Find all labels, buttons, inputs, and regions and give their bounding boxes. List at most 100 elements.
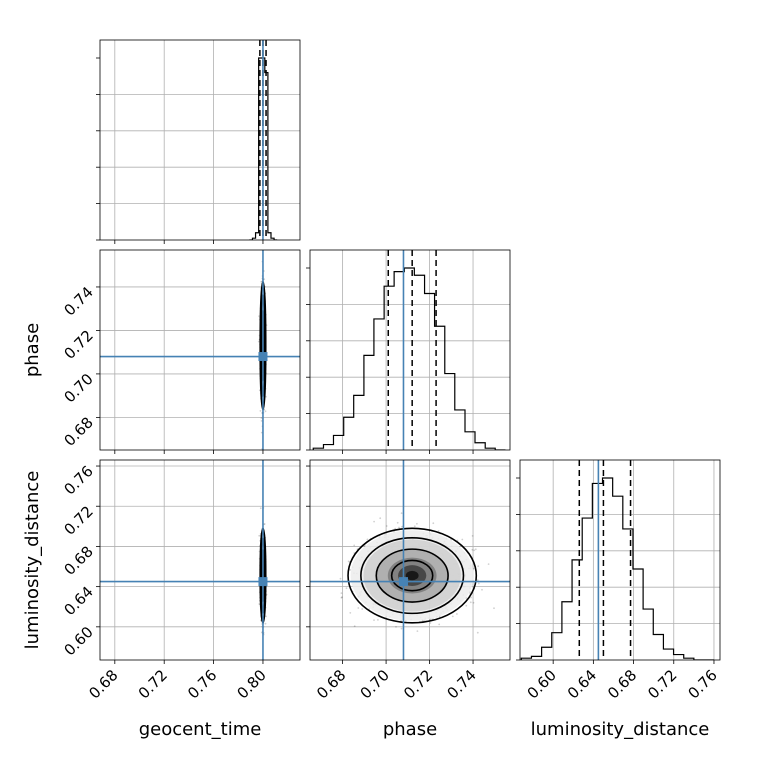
y-tick-label: 0.64 — [60, 583, 96, 619]
scatter-point — [476, 579, 479, 582]
scatter-point — [353, 625, 356, 628]
x-tick-label: 0.80 — [233, 666, 269, 702]
scatter-axes-geocent_time-luminosity_distance — [96, 459, 301, 664]
x-tick-label: 0.64 — [564, 666, 600, 702]
scatter-point — [429, 622, 432, 624]
scatter-axes-geocent_time-phase — [96, 249, 301, 454]
panel-frame — [99, 459, 301, 661]
hist-axes-luminosity_distance — [516, 459, 721, 664]
panel-frame — [99, 249, 301, 451]
scatter-point — [385, 525, 388, 527]
scatter-point — [416, 522, 418, 525]
scatter-point — [357, 607, 360, 609]
truth-marker — [258, 352, 268, 362]
contour-line — [347, 527, 478, 624]
scatter-point — [373, 619, 375, 621]
panel-frame — [309, 249, 511, 451]
hist-axes-geocent_time — [96, 39, 301, 244]
histogram-luminosity_distance — [520, 477, 715, 660]
x-axis-title-phase: phase — [383, 719, 437, 740]
scatter-point — [260, 420, 263, 422]
scatter-point — [353, 544, 356, 547]
x-tick-label: 0.68 — [85, 666, 121, 702]
scatter-point — [259, 410, 262, 412]
scatter-point — [263, 523, 266, 525]
scatter-point — [265, 395, 267, 398]
truth-marker — [398, 577, 408, 587]
y-tick-label: 0.68 — [60, 413, 96, 449]
y-tick-label: 0.74 — [60, 283, 96, 319]
scatter-point — [349, 569, 352, 571]
y-tick-label: 0.72 — [60, 502, 96, 538]
hist-geocent_time-panel — [100, 40, 300, 240]
scatter-point — [260, 417, 263, 419]
x-tick-label: 0.68 — [313, 666, 349, 702]
scatter-point — [340, 596, 343, 599]
scatter-point — [361, 608, 364, 610]
scatter-point — [396, 521, 399, 524]
panel-frame — [519, 459, 721, 661]
scatter-point — [413, 525, 416, 528]
panel-frame — [309, 459, 511, 661]
scatter-point — [259, 507, 262, 510]
contour-line — [360, 536, 465, 615]
histogram-geocent_time — [249, 57, 278, 240]
scatter-geocent_time-luminosity_distance-panel — [100, 460, 300, 660]
scatter-point — [470, 596, 472, 599]
hist-axes-phase — [306, 249, 511, 454]
scatter-point — [400, 512, 403, 515]
scatter-point — [340, 592, 343, 594]
scatter-point — [341, 596, 343, 598]
scatter-point — [265, 615, 267, 618]
scatter-point — [349, 612, 352, 614]
hist-luminosity_distance-panel — [520, 460, 720, 660]
scatter-point — [264, 410, 267, 413]
scatter-point — [493, 607, 495, 610]
scatter-point — [487, 563, 490, 565]
scatter-point — [477, 565, 480, 568]
scatter-point — [469, 601, 472, 604]
scatter-point — [456, 613, 458, 615]
x-axis-title-geocent-time: geocent_time — [139, 719, 262, 740]
x-tick-label: 0.72 — [135, 666, 171, 702]
scatter-point — [471, 548, 474, 551]
hist-phase-panel — [310, 250, 510, 450]
scatter-point — [347, 560, 350, 563]
scatter-point — [416, 630, 419, 632]
x-tick-label: 0.74 — [444, 666, 480, 702]
scatter-point — [477, 582, 480, 585]
y-tick-label: 0.70 — [60, 370, 96, 406]
scatter-point — [461, 538, 464, 541]
scatter-point — [260, 280, 263, 283]
x-tick-label: 0.76 — [184, 666, 220, 702]
scatter-point — [339, 577, 342, 580]
scatter-point — [481, 588, 483, 591]
x-tick-label: 0.68 — [604, 666, 640, 702]
scatter-point — [258, 315, 260, 317]
y-tick-label: 0.76 — [60, 462, 96, 498]
x-tick-label: 0.76 — [684, 666, 720, 702]
scatter-point — [258, 603, 261, 605]
scatter-point — [395, 626, 397, 628]
scatter-point — [401, 525, 403, 528]
scatter-point — [438, 623, 441, 626]
y-axis-title-luminosity-distance: luminosity_distance — [22, 471, 43, 650]
contour-line — [375, 548, 449, 603]
scatter-point — [400, 619, 402, 622]
histogram-phase — [312, 267, 506, 450]
scatter-point — [451, 615, 454, 618]
scatter-point — [465, 604, 468, 607]
scatter-point — [473, 549, 476, 552]
scatter-point — [432, 522, 435, 525]
y-tick-label: 0.72 — [60, 327, 96, 363]
scatter-point — [471, 535, 474, 537]
scatter-point — [398, 526, 400, 529]
x-tick-label: 0.72 — [644, 666, 680, 702]
y-axis-title-phase: phase — [22, 323, 43, 377]
contour-line — [390, 559, 434, 592]
scatter-point — [474, 548, 477, 551]
truth-marker — [258, 577, 268, 587]
y-tick-label: 0.60 — [60, 623, 96, 659]
density-level — [405, 570, 419, 581]
scatter-point — [379, 517, 382, 520]
